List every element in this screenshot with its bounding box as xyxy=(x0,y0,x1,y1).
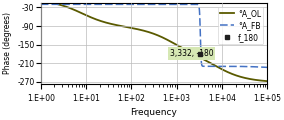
X-axis label: Frequency: Frequency xyxy=(131,108,178,117)
°A_FB xyxy=(266,67,269,68)
°A_OL xyxy=(126,27,129,28)
°A_FB xyxy=(237,66,240,67)
°A_OL xyxy=(261,80,264,81)
°A_OL xyxy=(266,80,269,82)
°A_OL xyxy=(237,75,240,77)
°A_FB xyxy=(65,4,68,5)
°A_FB xyxy=(136,4,139,5)
Legend: °A_OL, °A_FB, f_180: °A_OL, °A_FB, f_180 xyxy=(218,7,263,44)
°A_OL xyxy=(39,1,43,2)
Line: °A_OL: °A_OL xyxy=(41,1,267,81)
Y-axis label: Phase (degrees): Phase (degrees) xyxy=(3,12,12,74)
°A_OL xyxy=(65,6,68,8)
°A_FB xyxy=(78,4,82,5)
°A_OL xyxy=(78,12,82,13)
°A_OL xyxy=(136,28,139,30)
°A_FB xyxy=(261,66,264,68)
°A_FB xyxy=(126,4,129,5)
°A_FB xyxy=(39,4,43,5)
Text: 3,332, -180: 3,332, -180 xyxy=(170,49,213,58)
Line: °A_FB: °A_FB xyxy=(41,4,267,67)
